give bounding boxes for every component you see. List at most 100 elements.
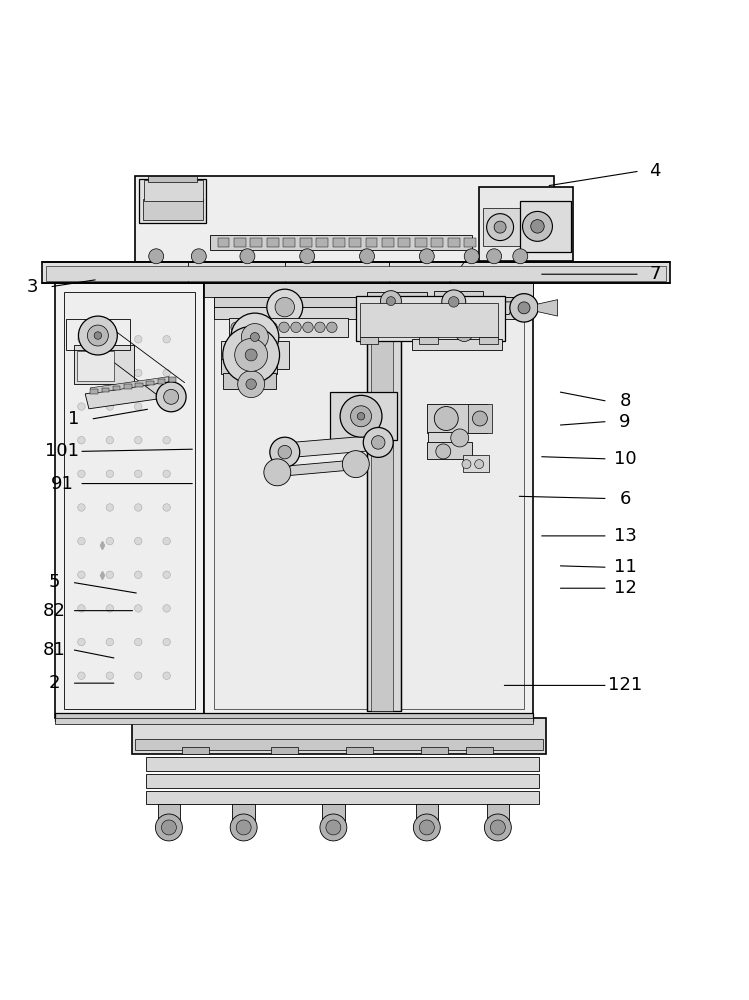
Bar [434, 291, 483, 313]
Circle shape [315, 322, 325, 333]
Bar [223, 373, 276, 389]
Circle shape [494, 221, 506, 233]
Bar [330, 392, 397, 440]
Text: 10: 10 [613, 450, 636, 468]
Bar [102, 388, 109, 392]
Bar [221, 341, 288, 369]
Circle shape [241, 324, 268, 350]
Bar [487, 804, 509, 825]
Circle shape [473, 411, 488, 426]
Circle shape [106, 403, 114, 410]
Bar [421, 747, 448, 754]
Text: 82: 82 [43, 602, 66, 620]
Bar [464, 238, 476, 247]
Bar [136, 739, 543, 750]
Bar [466, 747, 493, 754]
Circle shape [149, 249, 164, 264]
Circle shape [135, 369, 142, 377]
Text: 5: 5 [49, 573, 60, 591]
Bar [158, 379, 166, 384]
Circle shape [106, 672, 114, 679]
Bar [91, 389, 98, 394]
Circle shape [255, 322, 265, 333]
Circle shape [191, 249, 206, 264]
Circle shape [164, 389, 178, 404]
Bar [169, 377, 176, 382]
Bar [322, 804, 345, 825]
Circle shape [78, 605, 85, 612]
Circle shape [487, 249, 502, 264]
Text: 2: 2 [49, 674, 60, 692]
Bar [181, 747, 208, 754]
Circle shape [442, 290, 466, 314]
Bar [55, 713, 533, 721]
Circle shape [162, 820, 176, 835]
Circle shape [491, 820, 506, 835]
Bar [213, 307, 524, 319]
Bar [74, 345, 134, 384]
Text: 101: 101 [45, 442, 79, 460]
Bar [46, 266, 666, 281]
Circle shape [163, 672, 171, 679]
Bar [479, 187, 573, 261]
Bar [42, 262, 670, 283]
Text: 1: 1 [68, 410, 79, 428]
Polygon shape [273, 434, 389, 459]
Circle shape [135, 470, 142, 478]
Circle shape [342, 451, 369, 478]
Circle shape [163, 605, 171, 612]
Bar [418, 325, 474, 340]
Circle shape [135, 605, 142, 612]
Circle shape [531, 220, 545, 233]
Circle shape [106, 369, 114, 377]
Circle shape [487, 214, 514, 241]
Polygon shape [485, 302, 515, 315]
Circle shape [222, 327, 279, 383]
Circle shape [372, 436, 385, 449]
Bar [147, 757, 539, 771]
Bar [419, 337, 438, 344]
Bar [468, 404, 492, 433]
Circle shape [163, 403, 171, 410]
Circle shape [79, 316, 118, 355]
Circle shape [518, 302, 530, 314]
Bar [349, 238, 361, 247]
Bar [367, 292, 427, 310]
Circle shape [135, 571, 142, 578]
Circle shape [88, 325, 109, 346]
Bar [77, 351, 115, 381]
Circle shape [106, 605, 114, 612]
Circle shape [163, 436, 171, 444]
Circle shape [234, 339, 267, 371]
Circle shape [94, 332, 102, 339]
Bar [158, 804, 180, 825]
Text: 11: 11 [613, 558, 637, 576]
Bar [412, 339, 502, 350]
Circle shape [106, 571, 114, 578]
Bar [371, 296, 393, 711]
Circle shape [135, 672, 142, 679]
Bar [427, 442, 472, 459]
Bar [333, 238, 345, 247]
Bar [360, 303, 498, 337]
Circle shape [475, 460, 484, 469]
Circle shape [106, 537, 114, 545]
Circle shape [270, 437, 300, 467]
Bar [316, 238, 328, 247]
Circle shape [106, 470, 114, 478]
Bar [250, 238, 262, 247]
Circle shape [243, 322, 253, 333]
Text: 9: 9 [619, 413, 631, 431]
Circle shape [230, 814, 257, 841]
Circle shape [434, 407, 458, 430]
Circle shape [246, 379, 256, 389]
Text: 121: 121 [608, 676, 642, 694]
Circle shape [135, 504, 142, 511]
Bar [481, 327, 496, 340]
Circle shape [78, 571, 85, 578]
Polygon shape [85, 382, 173, 409]
Polygon shape [266, 459, 367, 478]
Circle shape [163, 369, 171, 377]
Bar [271, 747, 298, 754]
Circle shape [78, 470, 85, 478]
